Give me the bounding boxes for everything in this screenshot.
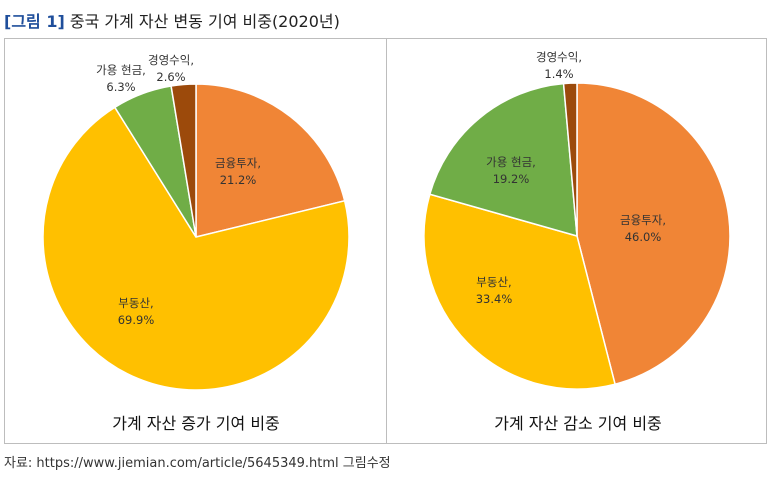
pie-caption-increase: 가계 자산 증가 기여 비중	[112, 414, 280, 433]
figure-title-text: 중국 가계 자산 변동 기여 비중(2020년)	[69, 12, 340, 31]
pie-slice-increase-부동산	[42, 106, 350, 391]
pie-label-decrease-부동산: 부동산, 33.4%	[476, 275, 513, 306]
pie-slice-decrease-금융투자	[576, 82, 731, 386]
pie-chart-increase: 금융투자, 21.2% 부동산, 69.9% 가용 현금, 6.3%경영수익, 2.6%	[42, 53, 350, 391]
pie-slice-decrease-부동산	[423, 193, 616, 390]
pie-label-increase-부동산: 부동산, 69.9%	[118, 296, 155, 327]
pie-slice-increase-금융투자	[195, 83, 346, 238]
pie-slice-decrease-경영수익	[562, 82, 578, 237]
figure-title: [그림 1] 중국 가계 자산 변동 기여 비중(2020년)	[4, 8, 340, 32]
pie-label-increase-금융투자: 금융투자, 21.2%	[215, 156, 261, 187]
pie-label-decrease-경영수익: 경영수익, 1.4%	[536, 50, 582, 81]
chart-divider	[386, 38, 387, 444]
pie-label-increase-경영수익: 경영수익, 2.6%	[148, 53, 194, 84]
pie-slice-decrease-가용-현금	[428, 82, 578, 238]
pie-caption-decrease: 가계 자산 감소 기여 비중	[494, 414, 662, 433]
pie-label-increase-가용-현금: 가용 현금, 6.3%	[96, 63, 146, 94]
source-note: 자료: https://www.jiemian.com/article/5645…	[4, 456, 391, 471]
pie-chart-decrease: 금융투자, 46.0% 부동산, 33.4% 가용 현금, 19.2% 경영수익, 1.4%	[423, 50, 731, 390]
pie-label-decrease-금융투자: 금융투자, 46.0%	[620, 213, 666, 244]
figure-tag: [그림 1]	[4, 12, 65, 31]
chart-frame	[4, 38, 767, 444]
pie-slice-increase-경영수익	[170, 83, 197, 238]
pie-label-decrease-가용-현금: 가용 현금, 19.2%	[486, 155, 536, 186]
